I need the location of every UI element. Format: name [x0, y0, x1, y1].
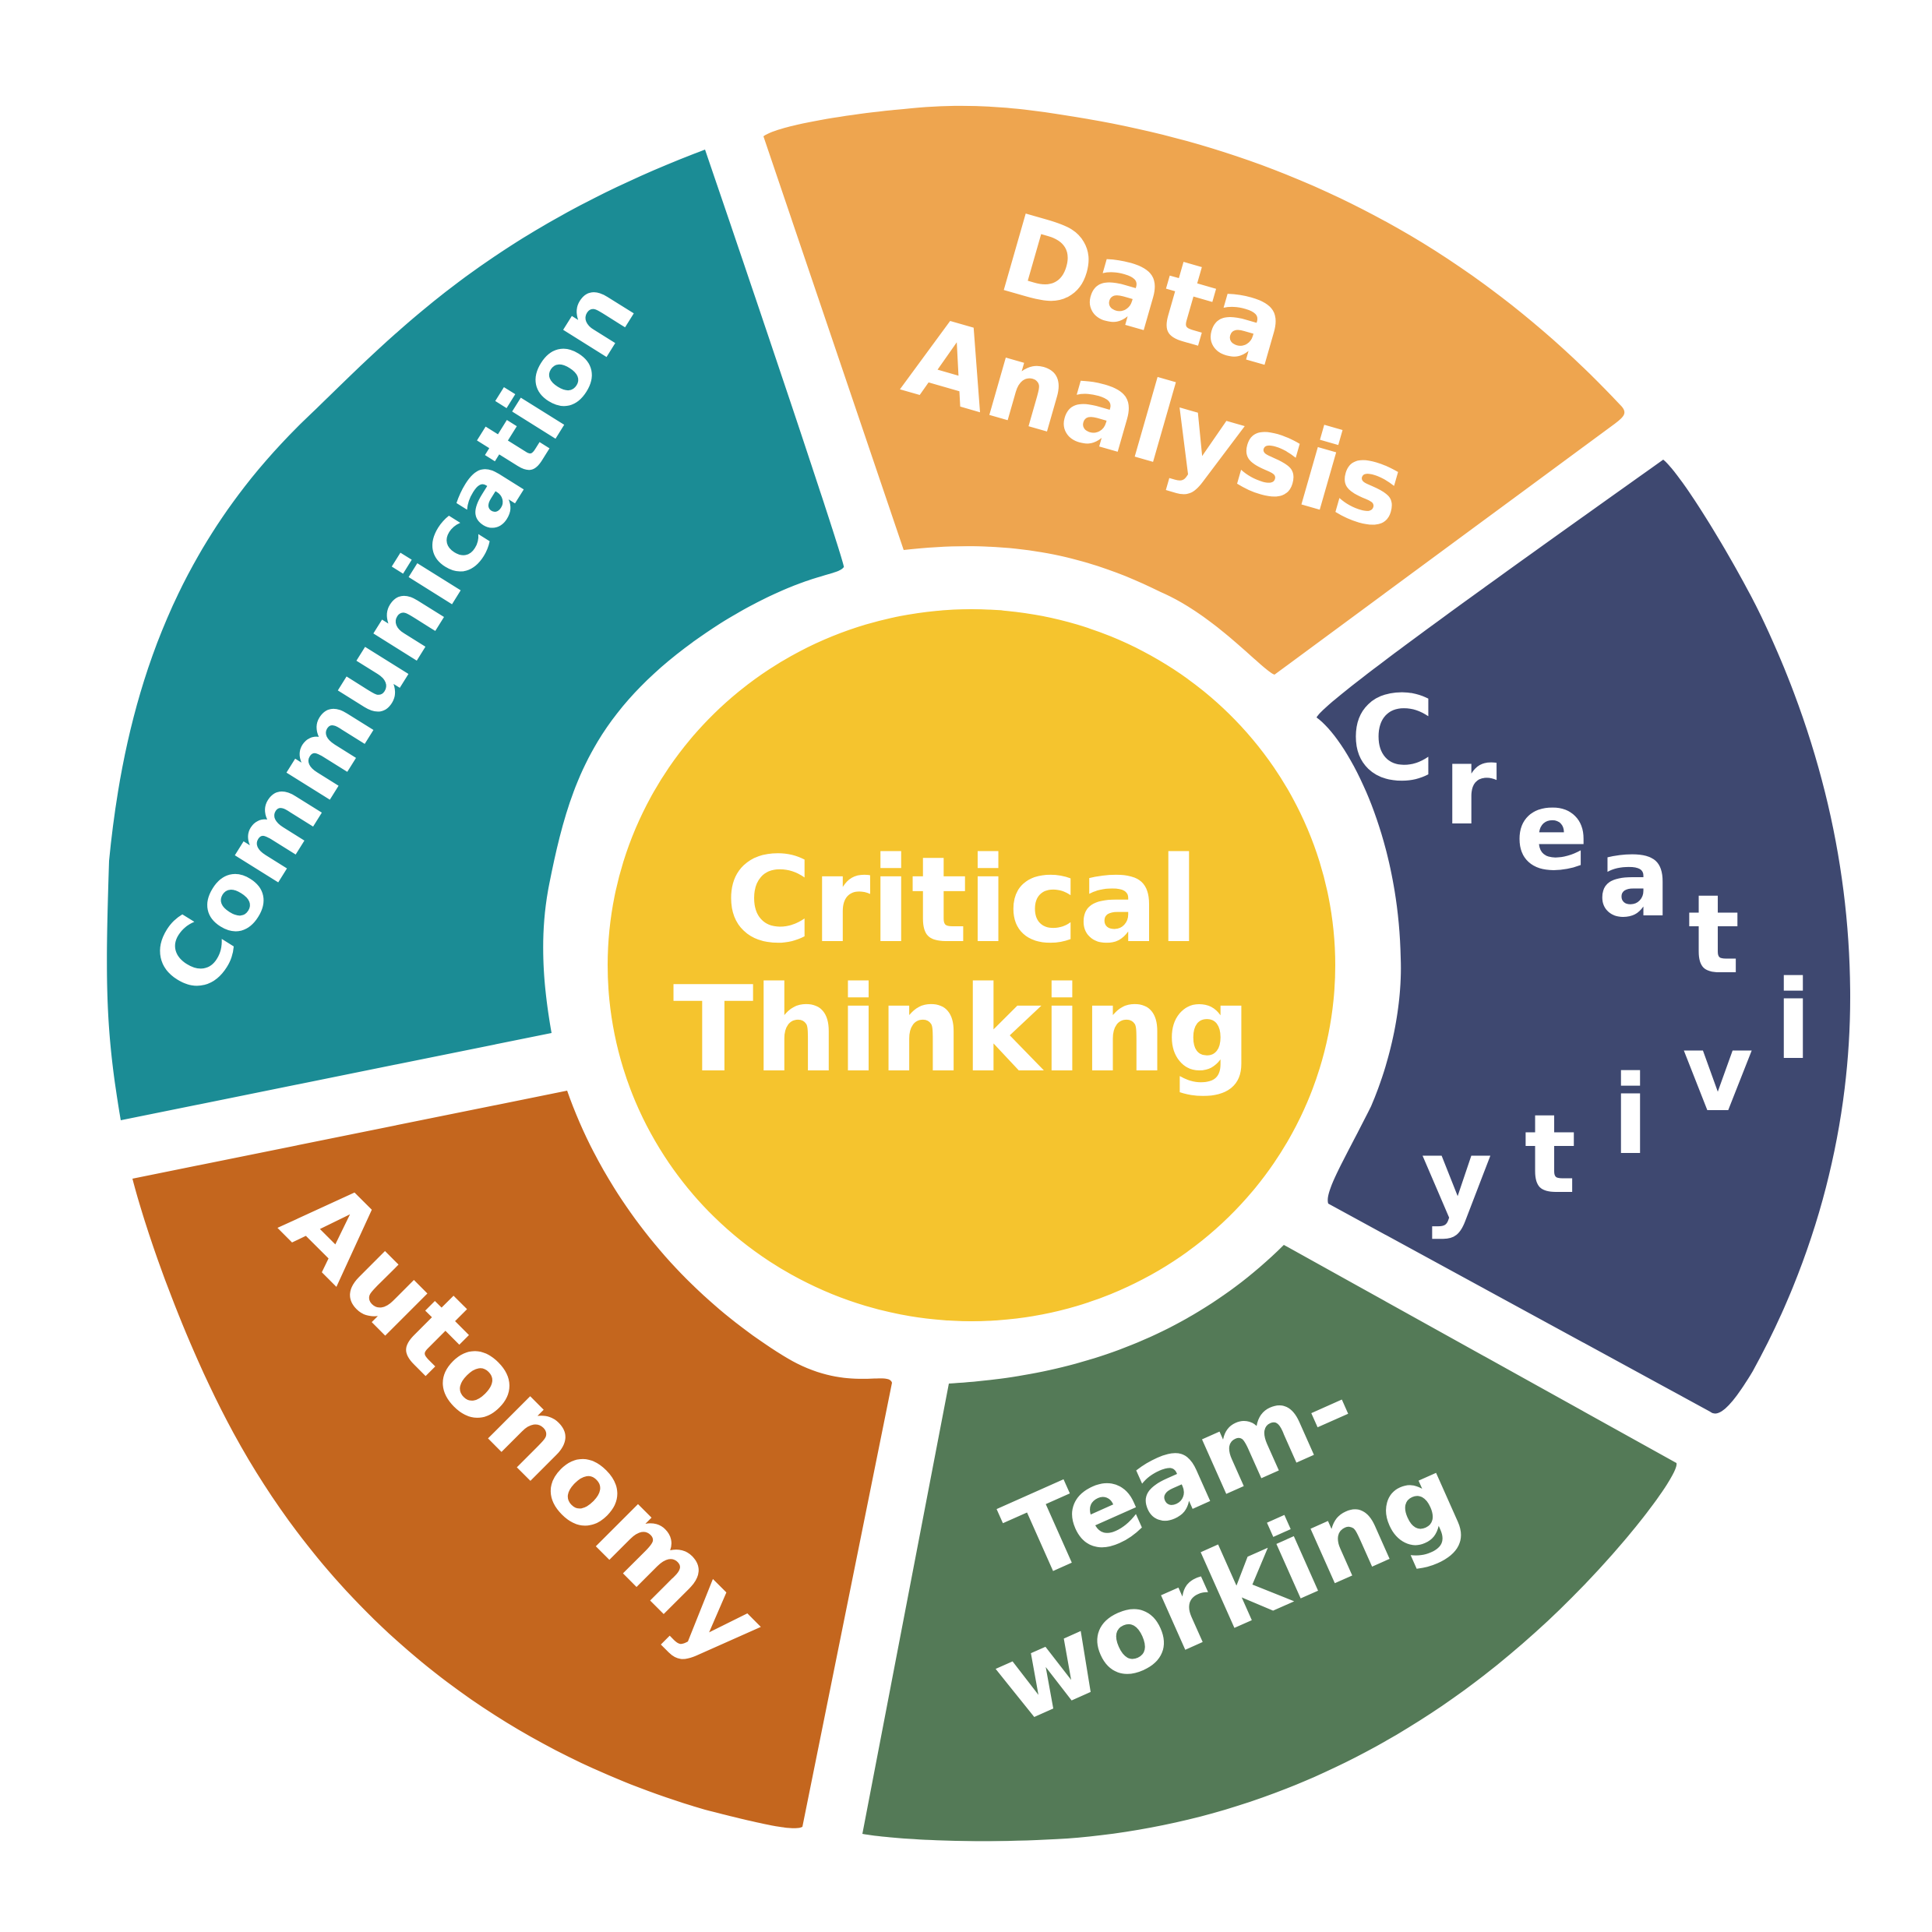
segment-data-analysis [763, 105, 1625, 675]
creativity-letter-5: i [1775, 957, 1812, 1084]
creativity-letter-1: r [1443, 723, 1497, 850]
center-label-line1: Critical [725, 831, 1199, 969]
creativity-letter-0: C [1350, 672, 1436, 807]
segment-autonomy [132, 1091, 892, 1828]
creativity-letter-8: t [1525, 1091, 1577, 1218]
center-circle [608, 609, 1335, 1321]
segment-communication [107, 150, 844, 1120]
creativity-letter-9: y [1421, 1115, 1492, 1242]
segment-creativity [1317, 460, 1850, 1414]
center-label-line2: Thinking [673, 961, 1251, 1098]
creativity-letter-7: i [1612, 1052, 1649, 1179]
segment-team-working [862, 1245, 1677, 1842]
creativity-letter-2: e [1515, 768, 1589, 895]
creativity-letter-6: v [1682, 1010, 1753, 1137]
creativity-letter-3: a [1598, 815, 1671, 942]
creativity-letter-4: t [1688, 872, 1740, 999]
